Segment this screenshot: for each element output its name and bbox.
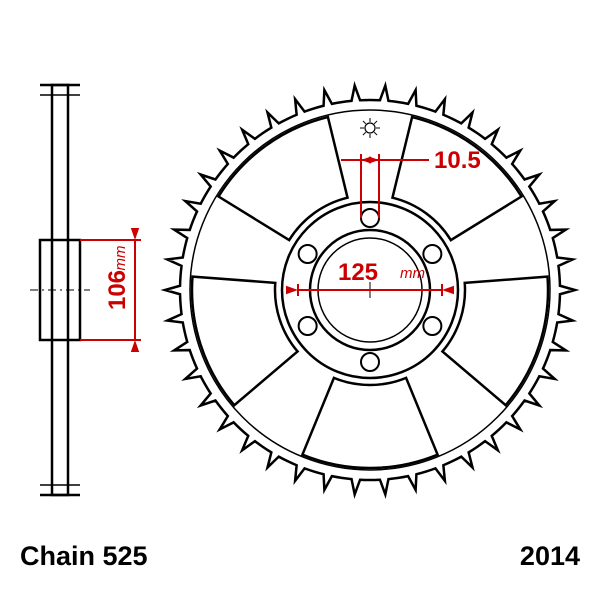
svg-text:mm: mm xyxy=(112,246,129,271)
dim-106-text: 106 xyxy=(104,270,131,310)
dim-125-text: 125 xyxy=(338,259,378,286)
side-view xyxy=(30,85,90,495)
chain-label: Chain 525 xyxy=(20,541,148,571)
part-number-label: 2014 xyxy=(520,541,580,571)
dim-10-5-text: 10.5 xyxy=(434,147,481,174)
svg-text:mm: mm xyxy=(400,265,425,282)
dim-bolt-hole: 10.5 xyxy=(341,147,481,218)
